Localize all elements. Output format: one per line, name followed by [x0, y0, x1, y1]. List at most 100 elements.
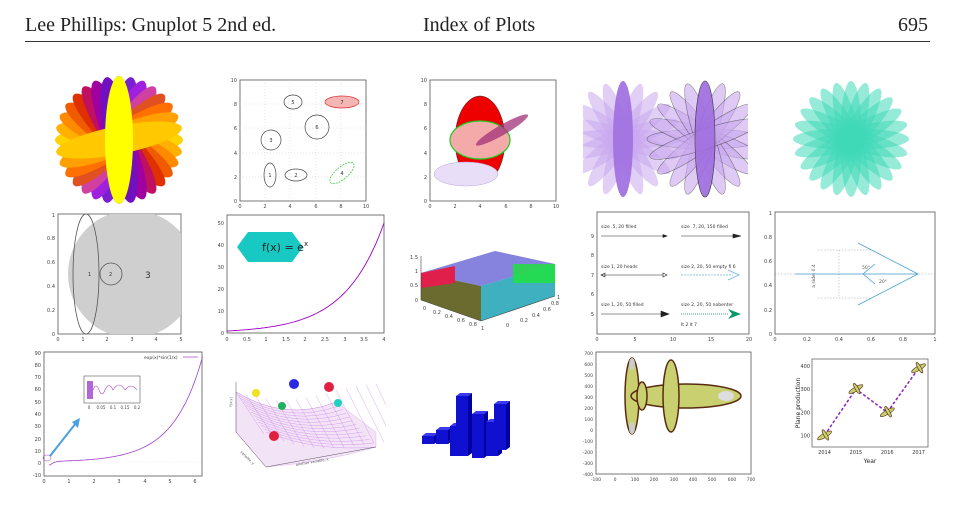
x-tick: 3 [117, 479, 120, 485]
data-point-plane [911, 362, 926, 374]
y-tick: 0.6 [543, 307, 551, 313]
x-tick: 10 [670, 337, 676, 343]
y-tick: 40 [218, 243, 224, 249]
y-tick: 70 [35, 375, 41, 381]
y-tick: 400 [800, 364, 810, 370]
rainbow-petal-flower [55, 76, 183, 204]
inset-x-tick: 0.05 [97, 405, 106, 410]
circles-plot: 1 2 3 0 1 2 3 4 5 0 0.2 0.4 0.6 0.8 1 [47, 213, 183, 343]
surface-mesh-plot: F(x,y) another variable, x variable, y [229, 379, 386, 468]
circle-label: 2 [109, 272, 112, 278]
airplane-shape [624, 357, 742, 435]
x-tick: 2 [453, 204, 456, 210]
z-tick: 0 [415, 298, 418, 304]
y-tick: -10 [33, 473, 41, 479]
z-tick: 1 [415, 269, 418, 275]
x-tick: 0.2 [803, 337, 811, 343]
x-tick: 4 [288, 204, 291, 210]
x-tick: 4 [154, 337, 157, 343]
x-tick: 2.5 [321, 337, 329, 343]
y-tick: 0.2 [764, 308, 772, 314]
x-tick: 0.5 [243, 337, 251, 343]
x-tick: 500 [708, 477, 717, 483]
y-tick: 0.4 [764, 283, 772, 289]
zoom-arrow [49, 422, 77, 457]
circle-label: 1 [88, 272, 91, 278]
airplane-plot: -100 0 100 200 300 400 500 600 700 -400 … [583, 351, 756, 483]
x-tick: 2015 [850, 450, 863, 456]
y-tick: 0.2 [47, 308, 55, 314]
y-tick: 6 [424, 126, 427, 132]
x-tick: 1 [81, 337, 84, 343]
x-tick: 0.8 [899, 337, 907, 343]
y-tick: 400 [584, 384, 593, 390]
y-tick: -100 [583, 439, 593, 445]
x-tick: 0 [595, 337, 598, 343]
x-tick: 1 [933, 337, 936, 343]
circle-label: 3 [145, 271, 151, 281]
y-tick: 0 [506, 323, 509, 329]
x-tick: 4 [143, 479, 146, 485]
series-line [823, 367, 920, 436]
ellipse-label: 2 [294, 173, 297, 179]
y-tick: 0.2 [520, 318, 528, 324]
y-tick: 0.6 [47, 260, 55, 266]
y-tick: 0 [234, 199, 237, 205]
y-tick: 0.4 [532, 313, 540, 319]
header-rule [25, 41, 930, 42]
y-tick: 50 [218, 221, 224, 227]
ellipse-label: 5 [291, 100, 294, 106]
x-tick: 8 [339, 204, 342, 210]
x-tick: 4 [478, 204, 481, 210]
x-tick: 0.4 [445, 314, 453, 320]
y-tick: 300 [800, 387, 810, 393]
y-tick: 20 [35, 437, 41, 443]
x-tick: 0 [225, 337, 228, 343]
y-tick: 60 [35, 387, 41, 393]
y-tick: 8 [424, 102, 427, 108]
x-tick: 1 [264, 337, 267, 343]
inset-x-tick: 0.15 [121, 405, 130, 410]
x-tick: 3 [130, 337, 133, 343]
y-tick: 0.4 [47, 284, 55, 290]
inset-x-tick: 0.2 [134, 405, 141, 410]
x-tick: 0 [56, 337, 59, 343]
blue-3d-bars [422, 393, 510, 458]
y-tick: 40 [35, 412, 41, 418]
y-tick: 5 [591, 312, 594, 318]
formula-label: f(x) = ex [262, 240, 308, 254]
y-tick: 90 [35, 351, 41, 357]
x-tick: -100 [591, 477, 601, 483]
y-tick: 0 [38, 461, 41, 467]
x-tick: 0.8 [469, 322, 477, 328]
x-tick: 6 [504, 204, 507, 210]
z-tick: 1.5 [410, 255, 418, 261]
y-tick: 2 [424, 175, 427, 181]
x-tick: 0.6 [457, 318, 465, 324]
y-tick: 4 [234, 151, 237, 157]
x-tick: 1 [67, 479, 70, 485]
x-tick: 2014 [818, 450, 831, 456]
y-tick: 0 [769, 332, 772, 338]
overlap-ellipses-plot: 0 2 4 6 8 10 0 2 4 6 8 10 [421, 78, 560, 210]
plane-production-chart: Plane production Year 2014 2015 2016 2017 10… [795, 358, 929, 465]
x-tick: 400 [689, 477, 698, 483]
x-tick: 10 [553, 204, 559, 210]
y-tick: -400 [583, 472, 593, 478]
x-tick: 0.4 [835, 337, 843, 343]
x-tick: 1 [481, 326, 484, 332]
side-label: a side: 0.4 [811, 264, 817, 288]
ellipse-grid-plot: 1 2 3 4 5 6 7 0 2 4 6 8 10 0 2 4 6 8 10 [231, 78, 370, 210]
x-tick: 3 [343, 337, 346, 343]
y-tick: 4 [424, 151, 427, 157]
x-tick: 2016 [881, 450, 894, 456]
box3d-plot: 0 0.5 1 1.5 0 0.2 0.4 0.6 0.8 1 0 0.2 0.… [410, 251, 560, 332]
x-tick: 6 [314, 204, 317, 210]
y-tick: 0.8 [47, 236, 55, 242]
inset-x-tick: 0 [88, 405, 91, 410]
y-tick: 700 [584, 351, 593, 357]
y-tick: 300 [584, 395, 593, 401]
x-tick: 4 [382, 337, 385, 343]
ellipse-label: 7 [340, 100, 343, 106]
y-tick: 10 [231, 78, 237, 84]
